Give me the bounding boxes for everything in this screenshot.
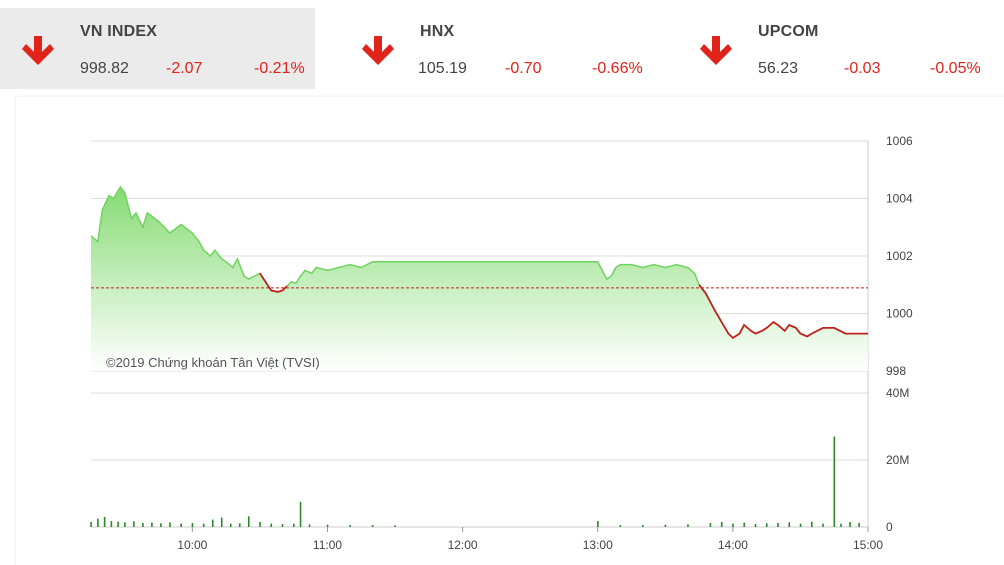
volume-bar bbox=[110, 520, 113, 527]
index-percent: -0.66% bbox=[592, 60, 643, 77]
price-tick-label: 1004 bbox=[886, 192, 913, 206]
volume-bar bbox=[191, 522, 194, 527]
volume-bar bbox=[754, 523, 757, 527]
volume-bar bbox=[211, 519, 214, 527]
volume-bar bbox=[743, 522, 746, 527]
arrow-down-icon bbox=[22, 36, 54, 65]
volume-bar bbox=[822, 523, 824, 527]
price-line-above-reference bbox=[90, 185, 707, 294]
volume-bar bbox=[180, 523, 182, 527]
volume-bar bbox=[371, 524, 374, 527]
volume-bar bbox=[308, 524, 311, 527]
price-line-below-reference bbox=[259, 272, 868, 340]
index-tab-upcom[interactable]: UPCOM 56.23 -0.03 -0.05% bbox=[678, 8, 1004, 89]
volume-tick-label: 0 bbox=[886, 520, 893, 534]
volume-bar bbox=[229, 523, 232, 527]
volume-bar bbox=[281, 523, 284, 527]
index-name: HNX bbox=[420, 23, 455, 40]
volume-bar bbox=[103, 516, 106, 527]
arrow-down-icon bbox=[700, 36, 732, 65]
volume-bar bbox=[349, 524, 351, 527]
volume-bar bbox=[151, 522, 153, 527]
index-value: 105.19 bbox=[418, 60, 467, 77]
x-tick-label: 10:00 bbox=[177, 538, 207, 552]
index-value: 56.23 bbox=[758, 60, 799, 77]
volume-bar bbox=[160, 523, 162, 527]
volume-bar bbox=[858, 522, 860, 527]
chart-panel: ©2019 Chứng khoán Tân Việt (TVSI) 1006 10… bbox=[16, 97, 1004, 565]
volume-bar bbox=[270, 523, 273, 527]
arrow-down-icon bbox=[362, 36, 394, 65]
volume-bar bbox=[247, 516, 250, 527]
volume-bar bbox=[326, 524, 329, 527]
volume-bar bbox=[292, 523, 295, 527]
volume-bar bbox=[97, 518, 99, 527]
index-change: -0.70 bbox=[505, 60, 542, 77]
price-tick-label: 1006 bbox=[886, 134, 913, 148]
volume-bar bbox=[394, 525, 396, 527]
volume-bar bbox=[90, 521, 92, 527]
index-change: -0.03 bbox=[844, 60, 881, 77]
x-tick-label: 13:00 bbox=[583, 538, 613, 552]
volume-bar bbox=[810, 521, 813, 527]
price-tick-label: 998 bbox=[886, 364, 906, 378]
volume-bar bbox=[597, 520, 599, 527]
volume-bar bbox=[142, 522, 144, 527]
price-area bbox=[91, 187, 868, 371]
volume-bar bbox=[849, 521, 851, 527]
volume-bar bbox=[133, 521, 135, 527]
volume-bar bbox=[709, 522, 712, 527]
price-tick-label: 1002 bbox=[886, 249, 913, 263]
volume-tick-label: 20M bbox=[886, 453, 909, 467]
x-tick-label: 11:00 bbox=[313, 538, 342, 552]
volume-bar bbox=[220, 517, 223, 527]
volume-bar bbox=[788, 522, 791, 527]
volume-bar bbox=[202, 523, 205, 527]
volume-bar bbox=[732, 523, 734, 527]
index-percent: -0.21% bbox=[254, 60, 305, 77]
volume-bar bbox=[169, 522, 171, 527]
index-change: -2.07 bbox=[166, 60, 203, 77]
volume-bar bbox=[687, 524, 689, 527]
x-tick-label: 12:00 bbox=[448, 538, 478, 552]
volume-bar bbox=[299, 501, 302, 527]
volume-bar bbox=[840, 523, 842, 527]
volume-bar bbox=[642, 524, 644, 527]
volume-bar bbox=[765, 523, 768, 527]
volume-bar bbox=[777, 522, 779, 527]
x-tick-label: 15:00 bbox=[853, 538, 883, 552]
volume-bar bbox=[619, 524, 622, 527]
volume-bar bbox=[124, 522, 126, 527]
watermark: ©2019 Chứng khoán Tân Việt (TVSI) bbox=[106, 355, 320, 370]
index-name: UPCOM bbox=[758, 23, 819, 40]
index-value: 998.82 bbox=[80, 60, 129, 77]
volume-tick-label: 40M bbox=[886, 386, 909, 400]
index-tab-vnindex[interactable]: VN INDEX 998.82 -2.07 -0.21% bbox=[0, 8, 315, 89]
index-name: VN INDEX bbox=[80, 23, 158, 40]
volume-bar bbox=[799, 523, 802, 527]
price-tick-label: 1000 bbox=[886, 307, 913, 321]
vnindex-intraday-chart[interactable]: ©2019 Chứng khoán Tân Việt (TVSI) 1006 10… bbox=[16, 97, 1004, 565]
volume-bar bbox=[238, 523, 241, 527]
volume-bar bbox=[720, 521, 723, 527]
x-tick-label: 14:00 bbox=[718, 538, 748, 552]
index-percent: -0.05% bbox=[930, 60, 981, 77]
volume-bar bbox=[833, 436, 836, 527]
volume-bar bbox=[117, 521, 119, 527]
index-tab-hnx[interactable]: HNX 105.19 -0.70 -0.66% bbox=[340, 8, 660, 89]
volume-bar bbox=[259, 521, 261, 527]
index-tabs: VN INDEX 998.82 -2.07 -0.21% HNX 105.19 … bbox=[0, 0, 1004, 89]
volume-bar bbox=[664, 524, 667, 527]
